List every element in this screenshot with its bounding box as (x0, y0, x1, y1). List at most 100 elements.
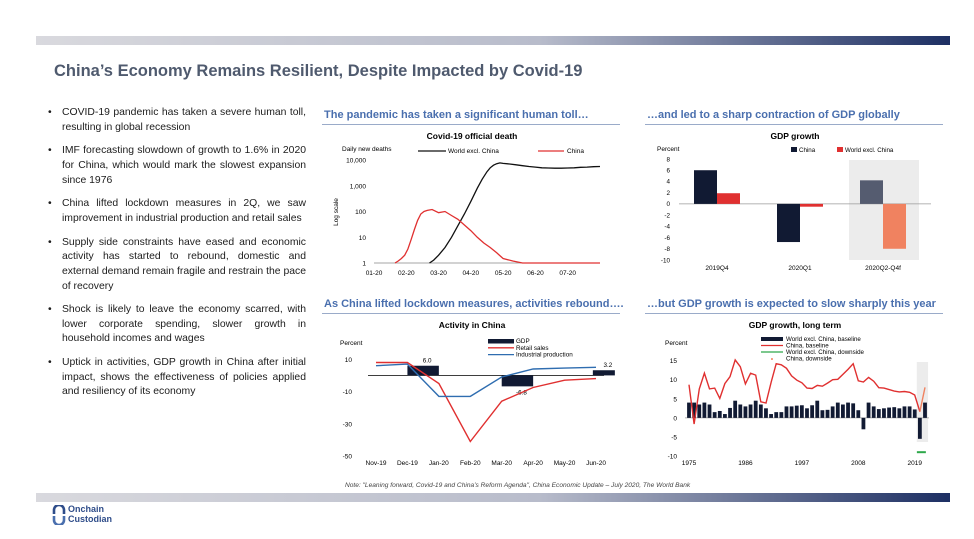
x-tick-label: May-20 (554, 460, 576, 467)
y-tick-label: 1,000 (350, 183, 367, 190)
panel-title-longterm: …but GDP growth is expected to slow shar… (647, 298, 936, 310)
baseline-bar (923, 402, 927, 418)
y-tick-label: 10 (670, 377, 678, 384)
baseline-bar (856, 410, 861, 418)
y-tick-label: 4 (666, 179, 670, 186)
y-tick-label: 6 (666, 168, 670, 175)
y-axis-scale-label: Log scale (333, 198, 340, 226)
series-line-retail (376, 361, 597, 443)
logo-line-1: Onchain (68, 504, 105, 514)
panel-rule (645, 124, 943, 125)
series-line-china-downside (919, 387, 926, 412)
y-tick-label: 0 (673, 415, 677, 422)
legend-label: Industrial production (516, 352, 573, 359)
baseline-bar (728, 407, 732, 418)
logo-line-2: Custodian (68, 513, 112, 524)
legend-label: World excl. China (845, 147, 894, 154)
baseline-bar (717, 410, 722, 418)
panel-rule (322, 313, 620, 314)
panel-title-deaths: The pandemic has taken a significant hum… (324, 109, 589, 121)
baseline-bar (733, 400, 738, 418)
x-tick-label: 03-20 (430, 270, 447, 277)
legend-label: China, baseline (786, 343, 829, 350)
x-tick-label: Jun-20 (586, 460, 606, 467)
gdp-bar (717, 193, 740, 204)
x-tick-label: 1986 (738, 460, 753, 467)
baseline-bar (692, 402, 697, 418)
bottom-accent-bar (36, 493, 950, 502)
x-tick-label: Nov-19 (366, 460, 387, 467)
baseline-bar (846, 402, 850, 418)
baseline-bar (743, 406, 748, 418)
key-points-list: COVID-19 pandemic has taken a severe hum… (48, 106, 306, 409)
x-tick-label: Dec-19 (397, 460, 418, 467)
y-tick-label: -2 (664, 212, 670, 219)
baseline-bar (687, 402, 691, 418)
baseline-bar (882, 408, 886, 418)
baseline-bar (810, 405, 815, 418)
series-line-world (429, 162, 601, 264)
bullet-item: China lifted lockdown measures in 2Q, we… (48, 197, 306, 226)
y-tick-label: 100 (355, 209, 366, 216)
x-tick-label: 1975 (682, 460, 697, 467)
panel-title-gdp: …and led to a sharp contraction of GDP g… (647, 109, 900, 121)
source-note: Note: "Leaning forward, Covid-19 and Chi… (345, 482, 691, 489)
gdp-bar (800, 203, 823, 207)
page-title: China’s Economy Remains Resilient, Despi… (54, 62, 583, 80)
series-line-china (688, 358, 921, 425)
legend-label: GDP (516, 338, 530, 345)
bullet-item: Shock is likely to leave the economy sca… (48, 303, 306, 347)
baseline-bar (876, 409, 881, 418)
chart-title: Activity in China (439, 320, 506, 330)
legend-label: World excl. China (448, 148, 499, 155)
baseline-bar (815, 400, 820, 418)
x-tick-label: 02-20 (398, 270, 415, 277)
baseline-bar (712, 412, 717, 418)
baseline-bar (902, 406, 907, 418)
baseline-bar (861, 417, 866, 430)
baseline-bar (769, 414, 773, 418)
baseline-bar (892, 407, 897, 418)
y-tick-label: 2 (666, 190, 670, 197)
deaths-chart: Covid-19 official death Daily new deaths L… (333, 131, 601, 277)
gdp-bar (592, 370, 615, 376)
legend-swatch-dot: • (771, 357, 774, 364)
x-tick-label: 06-20 (527, 270, 544, 277)
y-tick-label: -10 (661, 257, 671, 264)
gdp-bar (883, 203, 906, 249)
data-label: 6.0 (423, 358, 432, 365)
baseline-bar (789, 406, 794, 418)
y-tick-label: 8 (666, 156, 670, 163)
x-tick-label: Jan-20 (429, 460, 449, 467)
x-tick-label: 07-20 (559, 270, 576, 277)
baseline-bar (825, 409, 830, 418)
legend-swatch-world (837, 147, 843, 152)
activity-chart: Activity in China Percent 10 -10 -30 -50 Nov-1… (340, 320, 615, 467)
legend-label: World excl. China, downside (786, 349, 865, 356)
baseline-bar (830, 406, 835, 418)
x-tick-label: 2019 (908, 460, 923, 467)
baseline-bar (779, 412, 784, 418)
baseline-bar (907, 406, 912, 418)
baseline-bar (774, 412, 779, 418)
y-axis-label: Percent (657, 146, 680, 153)
y-tick-label: -5 (671, 434, 677, 441)
gdp-bar (860, 180, 883, 204)
y-axis-label: Daily new deaths (342, 146, 392, 153)
baseline-bar (748, 404, 753, 418)
panel-rule (645, 313, 943, 314)
baseline-bar (764, 408, 768, 418)
y-tick-label: 10,000 (346, 158, 366, 165)
baseline-bar (917, 417, 922, 439)
baseline-bar (912, 409, 917, 418)
legend-label: China (799, 147, 816, 154)
y-tick-label: 5 (673, 396, 677, 403)
bullet-item: COVID-19 pandemic has taken a severe hum… (48, 106, 306, 135)
x-tick-label: Mar-20 (491, 460, 512, 467)
x-tick-label: 04-20 (463, 270, 480, 277)
panel-rule (322, 124, 620, 125)
series-line-industrial (375, 363, 597, 398)
baseline-bar (794, 405, 799, 418)
chart-title: Covid-19 official death (427, 131, 518, 141)
legend-label: World excl. China, baseline (786, 336, 861, 343)
